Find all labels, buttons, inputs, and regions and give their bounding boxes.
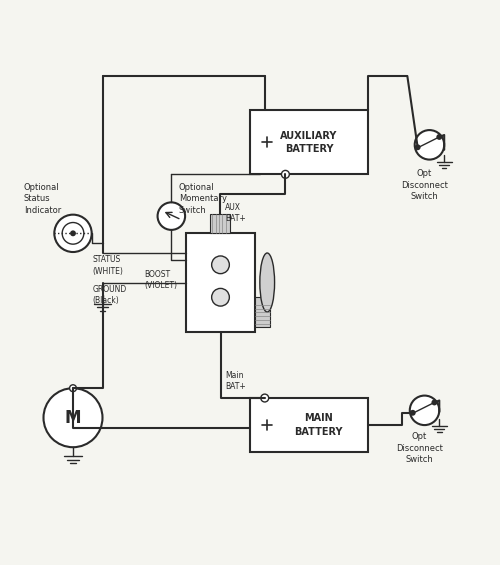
Text: GROUND
(Black): GROUND (Black) xyxy=(92,285,127,305)
Text: BOOST
(VIOLET): BOOST (VIOLET) xyxy=(144,270,178,290)
Circle shape xyxy=(158,202,185,230)
Circle shape xyxy=(436,134,442,140)
Text: Opt
Disconnect
Switch: Opt Disconnect Switch xyxy=(401,170,448,201)
Text: AUXILIARY
BATTERY: AUXILIARY BATTERY xyxy=(280,131,338,154)
Bar xyxy=(186,233,255,332)
Text: AUX
BAT+: AUX BAT+ xyxy=(225,203,246,224)
Text: MAIN
BATTERY: MAIN BATTERY xyxy=(294,414,343,437)
Circle shape xyxy=(70,385,76,392)
Circle shape xyxy=(261,394,268,402)
Circle shape xyxy=(212,256,230,273)
Circle shape xyxy=(70,231,76,236)
Circle shape xyxy=(410,396,440,425)
Circle shape xyxy=(410,410,416,416)
Bar xyxy=(250,110,368,175)
Circle shape xyxy=(414,130,444,159)
Text: Optional
Momentary
Switch: Optional Momentary Switch xyxy=(178,183,226,215)
Text: Opt
Disconnect
Switch: Opt Disconnect Switch xyxy=(396,432,443,464)
Text: Main
BAT+: Main BAT+ xyxy=(226,371,246,391)
Text: Optional
Status
Indicator: Optional Status Indicator xyxy=(24,183,61,215)
Text: STATUS
(WHITE): STATUS (WHITE) xyxy=(92,255,124,276)
Bar xyxy=(250,398,368,452)
Circle shape xyxy=(432,399,438,406)
Circle shape xyxy=(282,171,290,179)
Circle shape xyxy=(44,388,102,447)
Circle shape xyxy=(54,215,92,252)
Bar xyxy=(210,214,230,233)
Text: M: M xyxy=(65,408,82,427)
Circle shape xyxy=(414,144,420,150)
Bar xyxy=(255,297,270,327)
Circle shape xyxy=(212,288,230,306)
Ellipse shape xyxy=(260,253,274,312)
